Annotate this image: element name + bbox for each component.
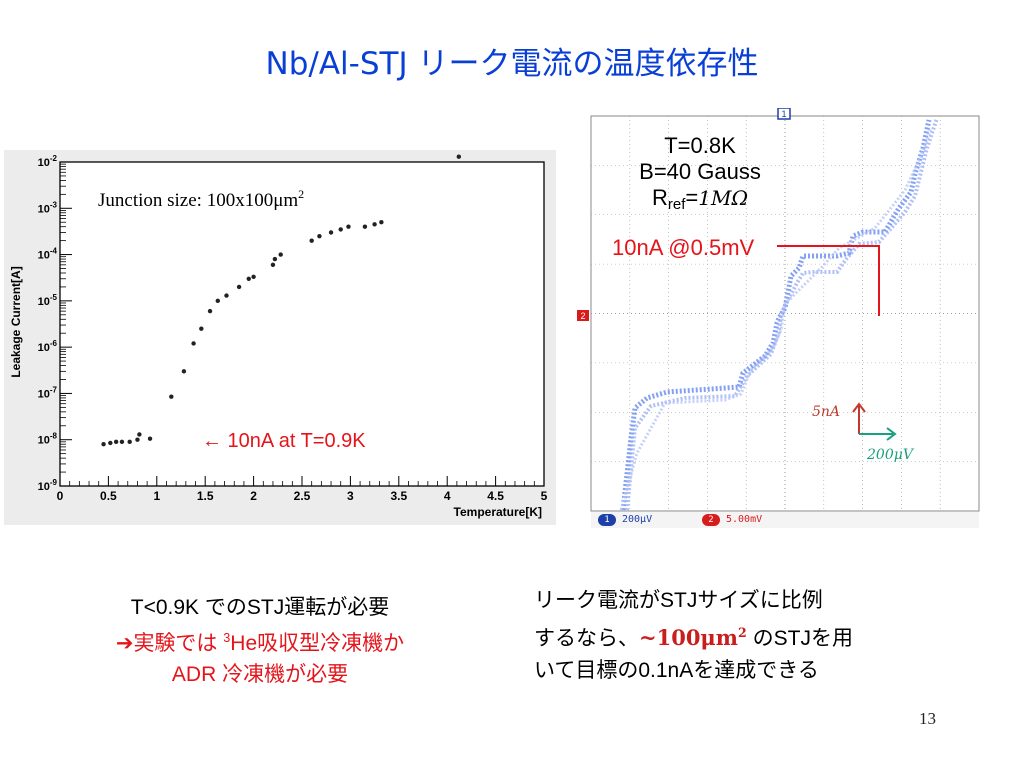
y-tick-label: 10-9	[38, 478, 58, 493]
data-point	[191, 341, 196, 346]
note-line-1: T<0.9K でのSTJ運転が必要	[130, 596, 390, 619]
ch2-badge: 2	[702, 514, 720, 526]
param-temperature: T=0.8K	[664, 133, 736, 158]
x-tick-label: 5	[541, 489, 548, 503]
ch2-level-marker-label: 2	[580, 311, 585, 321]
iv-trace	[620, 119, 932, 511]
data-point	[328, 230, 334, 235]
conclusion-line-1: リーク電流がSTJサイズに比例	[534, 589, 823, 612]
voltage-scale-arrowhead	[886, 427, 897, 441]
current-scale-arrowhead	[852, 402, 866, 413]
data-point	[456, 154, 462, 159]
param-resistance: Rref=1MΩ	[651, 185, 749, 213]
conclusion-notes: リーク電流がSTJサイズに比例 するなら、~100μm2 のSTJを用 いて目標…	[534, 585, 994, 687]
data-point	[224, 293, 229, 298]
data-point	[346, 224, 351, 229]
x-tick-label: 3.5	[390, 489, 407, 503]
data-point	[119, 439, 125, 445]
data-point	[101, 441, 106, 447]
data-point	[270, 262, 276, 268]
ch2-scale-readout: 2 5.00mV	[702, 514, 762, 526]
data-points	[101, 154, 462, 447]
trigger-marker-1	[777, 108, 791, 120]
ch2-level-marker	[577, 310, 589, 321]
x-tick-label: 4	[444, 489, 451, 503]
scope-status-bar	[591, 512, 979, 528]
x-tick-label: 0	[57, 489, 64, 503]
data-point	[251, 274, 256, 280]
iv-trace-tertiary	[619, 127, 933, 511]
data-point	[127, 439, 132, 445]
requirement-notes: T<0.9K でのSTJ運転が必要 ➔実験では 3He吸収型冷凍機か ADR 冷…	[40, 592, 480, 690]
data-point	[215, 298, 220, 304]
trigger-marker-1-label: 1	[781, 109, 786, 119]
note-line-2: ➔実験では 3He吸収型冷凍機か	[115, 631, 405, 655]
voltage-scale-label: 200μV	[867, 447, 913, 463]
x-tick-label: 1	[153, 489, 160, 503]
plot-frame	[59, 161, 545, 487]
y-tick-label: 10-3	[38, 200, 58, 215]
annotation-red-line	[777, 245, 880, 316]
data-point	[147, 436, 153, 441]
scope-parameters: T=0.8K B=40 Gauss Rref=1MΩ	[590, 133, 810, 218]
junction-size-annotation: Junction size: 100x100μm2	[98, 187, 304, 211]
note-line-3: ADR 冷凍機が必要	[171, 663, 349, 686]
y-tick-label: 10-6	[38, 339, 58, 354]
threshold-annotation: ← 10nA at T=0.9K	[202, 430, 366, 452]
x-tick-label: 4.5	[487, 489, 504, 503]
y-tick-label: 10-7	[38, 385, 58, 400]
data-point	[113, 439, 119, 445]
y-tick-label: 10-5	[38, 293, 58, 308]
x-tick-label: 3	[347, 489, 354, 503]
x-tick-label: 1.5	[197, 489, 214, 503]
data-point	[135, 437, 140, 442]
param-field: B=40 Gauss	[639, 159, 761, 184]
x-tick-label: 2.5	[294, 489, 311, 503]
page-number: 13	[919, 709, 936, 728]
data-point	[379, 220, 384, 225]
current-scale-label: 5nA	[812, 404, 841, 420]
data-point	[372, 222, 377, 227]
ch1-scale-readout: 1 200μV	[598, 514, 652, 526]
y-tick-label: 10-2	[38, 154, 58, 169]
ch1-badge: 1	[598, 514, 616, 526]
leakage-annotation: 10nA @0.5mV	[612, 235, 755, 260]
data-point	[309, 238, 314, 243]
y-tick-label: 10-8	[38, 432, 58, 447]
data-point	[137, 432, 142, 437]
data-point	[272, 256, 278, 262]
data-point	[181, 369, 187, 374]
leakage-current-chart: 10-9 10-8 10-7 10-6 10-5 10-4 10-3 10-2 0 0.5 1 1.…	[4, 150, 556, 525]
y-tick-label: 10-4	[38, 247, 58, 262]
x-tick-label: 2	[250, 489, 257, 503]
x-axis-ticks: 0 0.5 1 1.5 2 2.5 3 3.5 4 4.5 5	[57, 476, 548, 503]
y-axis-ticks: 10-9 10-8 10-7 10-6 10-5 10-4 10-3 10-2	[38, 154, 72, 493]
oscilloscope-screen: 1 2	[575, 108, 980, 528]
data-point	[108, 440, 113, 446]
data-point	[199, 326, 204, 331]
data-point	[362, 224, 368, 229]
x-tick-label: 0.5	[100, 489, 117, 503]
conclusion-line-2: するなら、~100μm2 のSTJを用	[534, 625, 853, 650]
data-point	[338, 227, 343, 232]
data-point	[169, 394, 174, 399]
data-point	[278, 252, 283, 257]
scope-grid	[591, 116, 979, 511]
iv-trace-secondary	[625, 117, 939, 511]
data-point	[236, 284, 242, 290]
data-point	[317, 233, 322, 239]
data-point	[246, 276, 251, 281]
conclusion-line-3: いて目標の0.1nAを達成できる	[534, 659, 819, 682]
y-axis-label: Leakage Current[A]	[9, 266, 23, 377]
x-axis-label: Temperature[K]	[454, 505, 542, 519]
slide-title: Nb/Al-STJ リーク電流の温度依存性	[265, 46, 759, 82]
right-arrow-icon: ➔	[115, 632, 134, 655]
data-point	[207, 308, 213, 314]
